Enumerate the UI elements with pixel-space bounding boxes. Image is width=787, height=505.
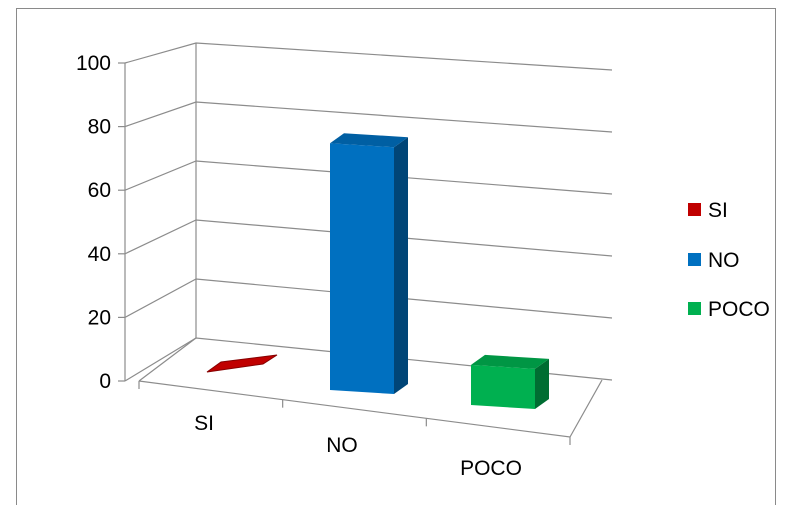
bar-poco xyxy=(471,354,549,409)
y-tick-label: 60 xyxy=(88,179,111,202)
legend-label: POCO xyxy=(708,298,770,321)
y-tick-label: 40 xyxy=(88,243,111,266)
y-tick-label: 0 xyxy=(99,370,111,393)
legend-label: SI xyxy=(708,199,728,222)
y-tick-label: 80 xyxy=(88,116,111,139)
bar-no xyxy=(330,133,408,394)
legend-swatch xyxy=(688,253,701,266)
bar-front xyxy=(330,143,394,394)
legend-label: NO xyxy=(708,249,740,272)
axes xyxy=(118,43,603,445)
bars xyxy=(206,133,549,409)
legend: SI NO POCO xyxy=(688,199,770,321)
legend-item: SI xyxy=(688,199,728,222)
gridline xyxy=(124,42,613,71)
category-labels: SI NO POCO xyxy=(194,412,522,480)
category-label: POCO xyxy=(460,457,522,480)
y-tick-label: 20 xyxy=(88,306,111,329)
bar-side xyxy=(535,358,549,409)
bar-top xyxy=(471,354,549,369)
legend-item: POCO xyxy=(688,298,770,321)
y-tick-label: 100 xyxy=(76,52,111,75)
gridline xyxy=(124,101,613,133)
legend-swatch xyxy=(688,203,701,216)
bar-top xyxy=(330,133,408,148)
bar-si xyxy=(206,354,278,373)
legend-swatch xyxy=(688,302,701,315)
y-tick-labels: 0 20 40 60 80 100 xyxy=(76,52,111,393)
bar-front xyxy=(471,364,535,409)
category-label: NO xyxy=(326,434,358,457)
category-label: SI xyxy=(194,412,214,435)
floor-left-edge xyxy=(138,337,197,382)
bar-side xyxy=(394,137,408,394)
bar-top xyxy=(206,354,278,373)
legend-item: NO xyxy=(688,249,740,272)
